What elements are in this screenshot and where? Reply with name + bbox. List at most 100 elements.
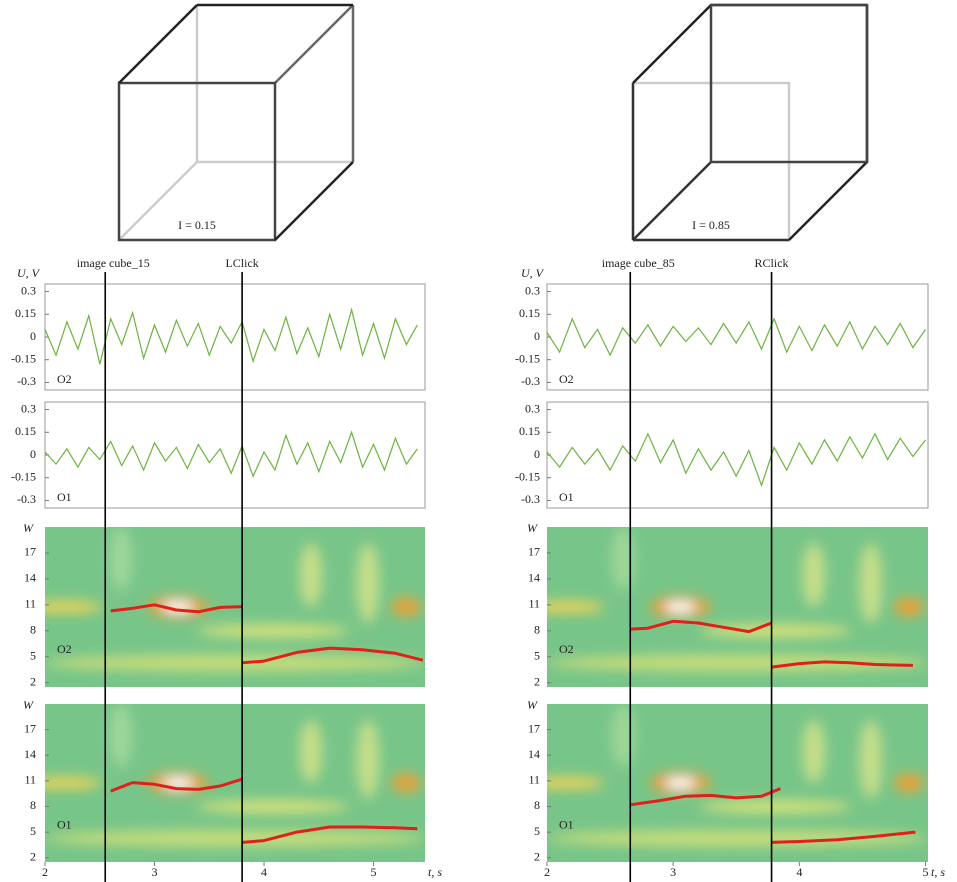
y-tick-label: 5 bbox=[30, 648, 36, 662]
x-tick-label: 3 bbox=[152, 865, 158, 879]
y-tick-label: 17 bbox=[528, 721, 540, 735]
event-label: LClick bbox=[225, 256, 258, 270]
y-tick-label: 17 bbox=[24, 721, 36, 735]
y-tick-label: -0.3 bbox=[521, 492, 540, 506]
panel-frame bbox=[547, 402, 928, 508]
wavelet-blob bbox=[300, 720, 323, 783]
y-tick-label: 14 bbox=[528, 747, 540, 761]
y-tick-label: 14 bbox=[24, 747, 36, 761]
channel-label: O2 bbox=[57, 642, 72, 656]
y-tick-label: 8 bbox=[534, 623, 540, 637]
y-tick-label: 11 bbox=[528, 597, 540, 611]
wavelet-blob bbox=[859, 720, 882, 799]
y-tick-label: 0.15 bbox=[519, 424, 540, 438]
wavelet-blob bbox=[612, 704, 635, 767]
x-tick-label: 3 bbox=[670, 865, 676, 879]
y-tick-label: 0.3 bbox=[21, 283, 36, 297]
x-axis-label: t, s bbox=[931, 865, 945, 879]
wavelet-blob bbox=[26, 777, 102, 790]
x-tick-label: 4 bbox=[796, 865, 802, 879]
y-tick-label: 0 bbox=[30, 447, 36, 461]
wavelet-blob bbox=[391, 774, 421, 793]
y-axis-label: W bbox=[527, 698, 538, 712]
x-tick-label: 2 bbox=[544, 865, 550, 879]
y-tick-label: -0.3 bbox=[17, 374, 36, 388]
y-axis-label: W bbox=[527, 521, 538, 535]
wavelet-blob bbox=[45, 830, 425, 846]
figure: I = 0.15 I = 0.85 0.3 0.15 0 -0.15 -0.3 U, V O… bbox=[0, 0, 957, 882]
y-tick-label: 0 bbox=[534, 447, 540, 461]
y-tick-label: 2 bbox=[534, 674, 540, 688]
y-tick-label: 0.15 bbox=[15, 424, 36, 438]
y-tick-label: 11 bbox=[24, 597, 36, 611]
y-tick-label: -0.3 bbox=[17, 492, 36, 506]
cube-right: I = 0.85 bbox=[633, 5, 867, 240]
event-label: image cube_85 bbox=[602, 256, 675, 270]
y-tick-label: 5 bbox=[30, 824, 36, 838]
channel-label: O2 bbox=[559, 642, 574, 656]
y-tick-label: 0.3 bbox=[21, 401, 36, 415]
y-tick-label: 0 bbox=[30, 329, 36, 343]
wavelet-blob bbox=[665, 777, 695, 788]
y-tick-label: 17 bbox=[24, 545, 36, 559]
y-axis-label: U, V bbox=[521, 266, 545, 280]
y-axis-label: W bbox=[23, 521, 34, 535]
y-tick-label: 8 bbox=[534, 798, 540, 812]
y-tick-label: 17 bbox=[528, 545, 540, 559]
signal-line bbox=[45, 310, 417, 365]
cube-label: I = 0.15 bbox=[178, 218, 216, 232]
x-tick-label: 5 bbox=[371, 865, 377, 879]
wavelet-blob bbox=[612, 527, 635, 591]
channel-label: O1 bbox=[57, 817, 72, 831]
y-tick-label: 5 bbox=[534, 648, 540, 662]
channel-label: O2 bbox=[559, 372, 574, 386]
cube-left: I = 0.15 bbox=[119, 5, 353, 240]
wavelet-blob bbox=[197, 800, 349, 813]
y-tick-label: 14 bbox=[528, 571, 540, 585]
y-tick-label: -0.15 bbox=[11, 469, 36, 483]
wavelet-blob bbox=[391, 597, 421, 616]
wavelet-blob bbox=[110, 704, 133, 767]
y-tick-label: 0.3 bbox=[525, 283, 540, 297]
wavelet-blob bbox=[802, 720, 825, 783]
wavelet-blob bbox=[699, 800, 851, 813]
y-tick-label: -0.3 bbox=[521, 374, 540, 388]
y-tick-label: 14 bbox=[24, 571, 36, 585]
signal-line bbox=[547, 319, 926, 355]
y-axis-label: U, V bbox=[17, 266, 41, 280]
wavelet-blob bbox=[357, 543, 380, 623]
x-tick-label: 2 bbox=[42, 865, 48, 879]
y-tick-label: 11 bbox=[528, 773, 540, 787]
signal-line bbox=[547, 434, 926, 486]
channel-label: O1 bbox=[559, 490, 574, 504]
y-tick-label: 0.15 bbox=[15, 306, 36, 320]
cube-label: I = 0.85 bbox=[692, 218, 730, 232]
y-tick-label: 2 bbox=[534, 849, 540, 863]
channel-label: O1 bbox=[57, 490, 72, 504]
channel-label: O2 bbox=[57, 372, 72, 386]
y-tick-label: 2 bbox=[30, 674, 36, 688]
y-tick-label: 2 bbox=[30, 849, 36, 863]
x-tick-label: 5 bbox=[922, 865, 928, 879]
y-tick-label: -0.15 bbox=[515, 351, 540, 365]
event-label: RClick bbox=[755, 256, 789, 270]
wavelet-blob bbox=[894, 597, 924, 616]
panel-frame bbox=[547, 284, 928, 390]
wavelet-blob bbox=[894, 774, 924, 793]
wavelet-blob bbox=[547, 830, 928, 846]
channel-label: O1 bbox=[559, 817, 574, 831]
y-tick-label: 11 bbox=[24, 773, 36, 787]
y-tick-label: 0.15 bbox=[519, 306, 540, 320]
wavelet-blob bbox=[357, 720, 380, 799]
y-axis-label: W bbox=[23, 698, 34, 712]
wavelet-blob bbox=[197, 625, 349, 638]
y-tick-label: 0.3 bbox=[525, 401, 540, 415]
wavelet-blob bbox=[802, 543, 825, 607]
wavelet-blob bbox=[26, 601, 102, 614]
wavelet-blob bbox=[859, 543, 882, 623]
x-tick-label: 4 bbox=[261, 865, 267, 879]
event-label: image cube_15 bbox=[77, 256, 150, 270]
y-tick-label: -0.15 bbox=[11, 351, 36, 365]
y-tick-label: -0.15 bbox=[515, 469, 540, 483]
x-axis-label: t, s bbox=[428, 865, 442, 879]
